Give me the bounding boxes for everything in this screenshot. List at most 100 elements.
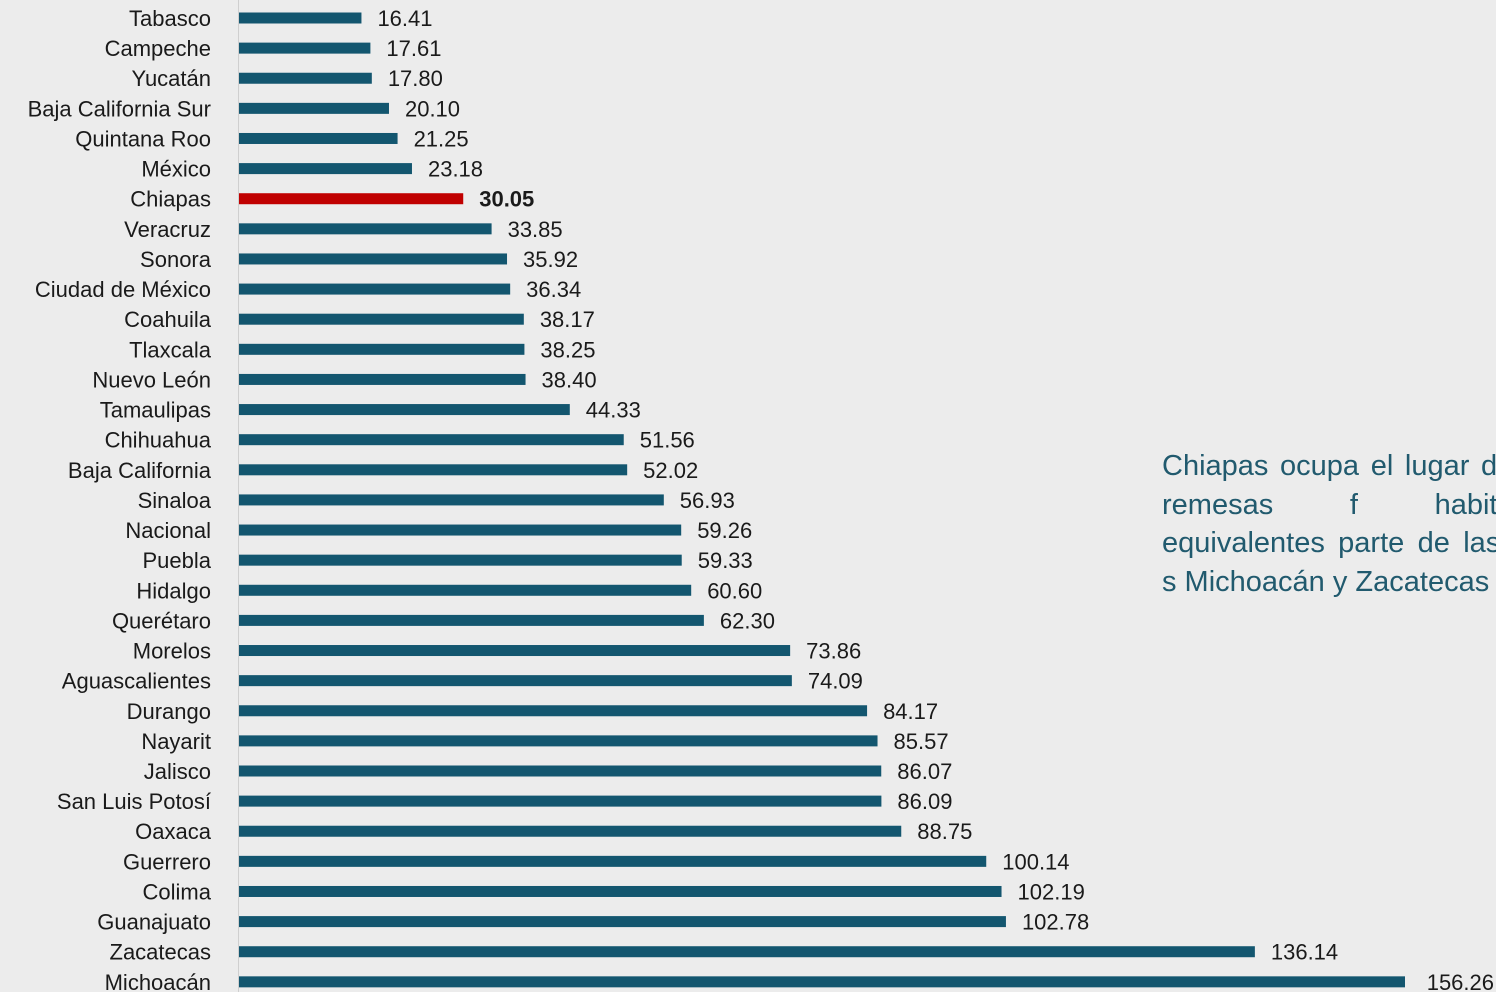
- category-label-sinaloa: Sinaloa: [138, 488, 212, 513]
- bar-tamaulipas: [239, 404, 570, 416]
- category-label-nacional: Nacional: [125, 518, 211, 543]
- category-label-yucatan: Yucatán: [131, 66, 211, 91]
- bar-nayarit: [239, 735, 878, 747]
- category-label-nayarit: Nayarit: [141, 729, 211, 754]
- category-label-coahuila: Coahuila: [124, 307, 212, 332]
- bar-quintana-roo: [239, 132, 398, 144]
- value-label-chiapas: 30.05: [479, 187, 534, 212]
- value-label-nayarit: 85.57: [894, 729, 949, 754]
- bar-durango: [239, 705, 868, 717]
- category-labels-layer: Tabasco Campeche Yucatán Baja California Su…: [28, 6, 212, 992]
- value-label-aguascalientes: 74.09: [808, 669, 863, 694]
- bar-mexico: [239, 163, 412, 175]
- value-label-coahuila: 38.17: [540, 307, 595, 332]
- bar-ciudad-de-mexico: [239, 283, 511, 295]
- value-label-durango: 84.17: [883, 699, 938, 724]
- value-label-queretaro: 62.30: [720, 608, 775, 633]
- bar-puebla: [239, 554, 682, 566]
- category-label-aguascalientes: Aguascalientes: [62, 669, 211, 694]
- bar-veracruz: [239, 223, 492, 235]
- value-label-nacional: 59.26: [697, 518, 752, 543]
- category-label-queretaro: Querétaro: [112, 608, 211, 633]
- value-label-chihuahua: 51.56: [640, 428, 695, 453]
- value-label-zacatecas: 136.14: [1271, 940, 1338, 965]
- value-labels-layer: 16.41 17.61 17.80 20.10 21.25 23.18 30.05 33.85…: [377, 6, 1494, 992]
- bar-baja-california-sur: [239, 102, 389, 114]
- bar-coahuila: [239, 313, 524, 325]
- bar-sonora: [239, 253, 508, 265]
- value-label-campeche: 17.61: [386, 36, 441, 61]
- category-label-ciudad-de-mexico: Ciudad de México: [35, 277, 211, 302]
- value-label-tamaulipas: 44.33: [586, 398, 641, 423]
- category-label-veracruz: Veracruz: [124, 217, 211, 242]
- bar-zacatecas: [239, 946, 1255, 958]
- value-label-veracruz: 33.85: [508, 217, 563, 242]
- category-label-jalisco: Jalisco: [144, 759, 211, 784]
- bar-oaxaca: [239, 825, 902, 837]
- category-label-chihuahua: Chihuahua: [105, 428, 212, 453]
- bar-aguascalientes: [239, 675, 792, 687]
- value-label-michoacan: 156.26: [1427, 970, 1494, 992]
- category-label-quintana-roo: Quintana Roo: [75, 126, 211, 151]
- bar-sinaloa: [239, 494, 664, 506]
- category-label-tabasco: Tabasco: [129, 6, 211, 31]
- category-label-oaxaca: Oaxaca: [135, 819, 212, 844]
- bar-queretaro: [239, 614, 704, 626]
- value-label-sonora: 35.92: [523, 247, 578, 272]
- category-label-san-luis-potosi: San Luis Potosí: [57, 789, 211, 814]
- bar-hidalgo: [239, 584, 692, 596]
- bars-layer: [239, 12, 1405, 988]
- category-label-mexico: México: [141, 157, 211, 182]
- bar-yucatan: [239, 72, 372, 84]
- value-label-baja-california: 52.02: [643, 458, 698, 483]
- bar-chihuahua: [239, 434, 624, 446]
- value-label-colima: 102.19: [1018, 879, 1085, 904]
- bar-nacional: [239, 524, 682, 536]
- category-label-guanajuato: Guanajuato: [97, 910, 211, 935]
- category-label-durango: Durango: [127, 699, 211, 724]
- category-label-morelos: Morelos: [133, 639, 211, 664]
- value-label-tlaxcala: 38.25: [540, 337, 595, 362]
- annotation-text: Chiapas ocupa el lugar de las remesas f …: [1162, 450, 1496, 598]
- value-label-baja-california-sur: 20.10: [405, 96, 460, 121]
- value-label-nuevo-leon: 38.40: [542, 367, 597, 392]
- bar-tlaxcala: [239, 343, 525, 355]
- value-label-ciudad-de-mexico: 36.34: [526, 277, 581, 302]
- value-label-sinaloa: 56.93: [680, 488, 735, 513]
- bar-nuevo-leon: [239, 373, 526, 385]
- category-label-sonora: Sonora: [140, 247, 212, 272]
- value-label-quintana-roo: 21.25: [414, 126, 469, 151]
- value-label-puebla: 59.33: [698, 548, 753, 573]
- category-label-michoacan: Michoacán: [105, 970, 211, 992]
- category-label-tlaxcala: Tlaxcala: [129, 337, 212, 362]
- value-label-hidalgo: 60.60: [707, 578, 762, 603]
- value-label-guerrero: 100.14: [1002, 849, 1069, 874]
- bar-tabasco: [239, 12, 362, 24]
- bar-baja-california: [239, 464, 628, 476]
- value-label-morelos: 73.86: [806, 639, 861, 664]
- category-label-hidalgo: Hidalgo: [136, 578, 211, 603]
- category-label-guerrero: Guerrero: [123, 849, 211, 874]
- value-label-yucatan: 17.80: [388, 66, 443, 91]
- value-label-oaxaca: 88.75: [917, 819, 972, 844]
- value-label-guanajuato: 102.78: [1022, 910, 1089, 935]
- value-label-mexico: 23.18: [428, 157, 483, 182]
- bar-colima: [239, 885, 1002, 897]
- category-label-tamaulipas: Tamaulipas: [100, 398, 211, 423]
- value-label-san-luis-potosi: 86.09: [897, 789, 952, 814]
- bar-jalisco: [239, 765, 882, 777]
- value-label-tabasco: 16.41: [377, 6, 432, 31]
- category-label-zacatecas: Zacatecas: [110, 940, 212, 965]
- bar-campeche: [239, 42, 371, 54]
- bar-san-luis-potosi: [239, 795, 882, 807]
- bar-michoacan: [239, 976, 1405, 988]
- category-label-campeche: Campeche: [105, 36, 211, 61]
- bar-guerrero: [239, 855, 987, 867]
- bar-guanajuato: [239, 916, 1006, 928]
- category-label-colima: Colima: [143, 879, 212, 904]
- category-label-baja-california: Baja California: [68, 458, 212, 483]
- category-label-chiapas: Chiapas: [130, 187, 211, 212]
- category-label-puebla: Puebla: [142, 548, 211, 573]
- category-label-baja-california-sur: Baja California Sur: [28, 96, 211, 121]
